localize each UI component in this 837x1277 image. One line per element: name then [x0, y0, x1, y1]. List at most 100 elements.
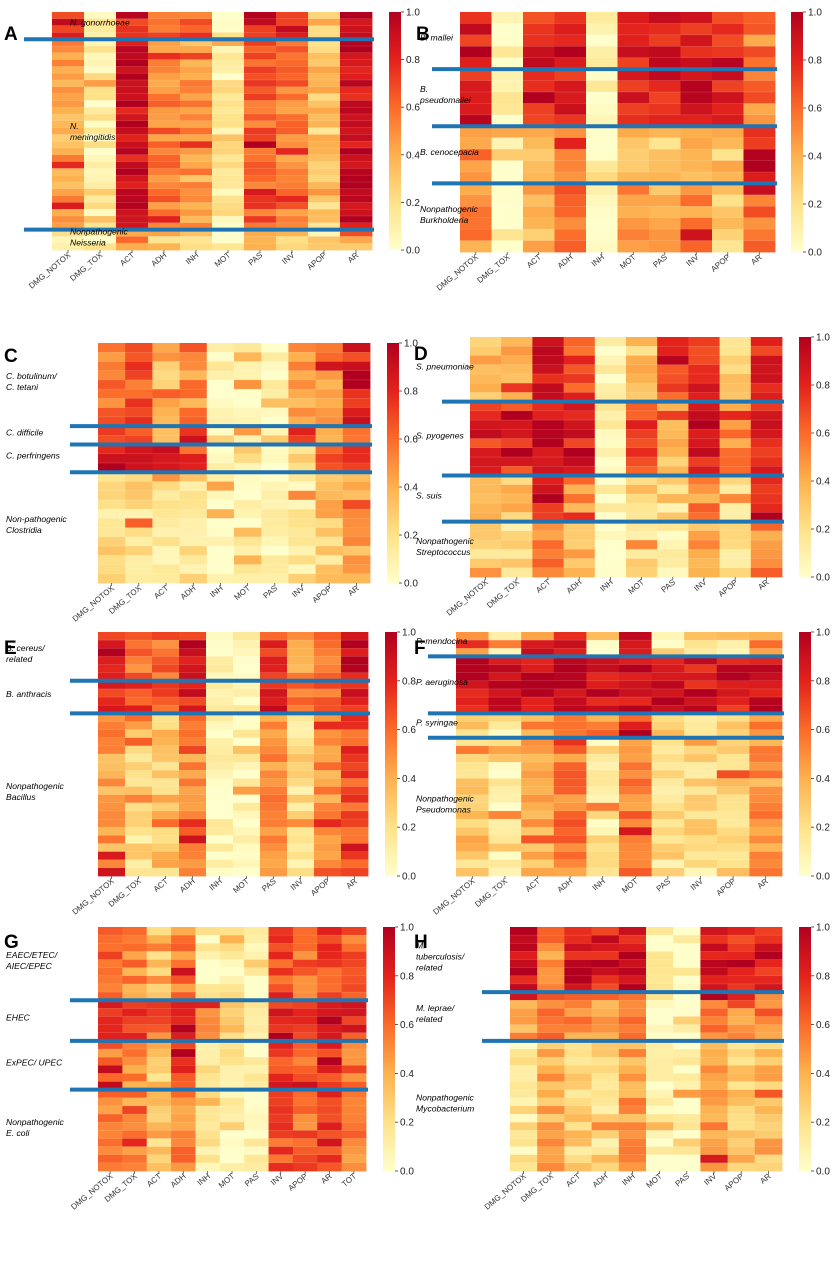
heatmap-cell: [148, 182, 181, 190]
heatmap-cell: [470, 364, 502, 375]
heatmap-cell: [684, 664, 718, 674]
heatmap-cell: [719, 549, 752, 559]
heatmap-cell: [680, 137, 713, 150]
heatmap-cell: [586, 762, 620, 771]
heatmap-cell: [148, 120, 181, 128]
heatmap-cell: [564, 1138, 592, 1147]
heatmap-cell: [317, 1105, 343, 1115]
heatmap-cell: [276, 243, 309, 251]
heatmap-cell: [314, 867, 342, 877]
heatmap-cell: [206, 737, 234, 747]
heatmap-cell: [116, 182, 149, 190]
heatmap-cell: [488, 835, 522, 844]
heatmap-cell: [649, 92, 681, 104]
heatmap-cell: [554, 137, 587, 150]
heatmap-cell: [657, 373, 689, 384]
heatmap-cell: [626, 383, 658, 393]
heatmap-cell: [619, 729, 652, 739]
heatmap-cell: [234, 546, 262, 556]
heatmap-cell: [84, 148, 117, 156]
heatmap-cell: [719, 355, 752, 366]
heatmap-cell: [591, 1016, 620, 1025]
heatmap-cell: [341, 851, 369, 861]
heatmap-cell: [554, 229, 587, 241]
heatmap-cell: [212, 120, 245, 128]
heatmap-cell: [491, 194, 524, 207]
heatmap-cell: [206, 762, 234, 771]
x-tick-label: APOP: [709, 253, 732, 274]
heatmap-cell: [206, 705, 234, 714]
heatmap-cell: [180, 154, 213, 162]
x-tick-label: AR: [756, 877, 770, 891]
heatmap-cell: [586, 754, 620, 763]
heatmap-cell: [563, 392, 596, 403]
heatmap-cell: [727, 927, 756, 936]
heatmap-cell: [98, 1049, 123, 1058]
heatmap-cell: [626, 484, 658, 495]
heatmap-cell: [523, 149, 555, 161]
heatmap-cell: [754, 967, 783, 977]
heatmap-cell: [261, 453, 289, 464]
heatmap-cell: [179, 527, 208, 538]
heatmap-cell: [754, 1040, 783, 1050]
heatmap-cell: [750, 355, 783, 366]
heatmap-cell: [276, 107, 309, 115]
heatmap-cell: [649, 69, 681, 81]
heatmap-cell: [594, 401, 627, 412]
heatmap-cell: [491, 103, 524, 116]
heatmap-cell: [292, 1162, 318, 1172]
heatmap-cell: [586, 680, 620, 690]
heatmap-cell: [523, 194, 555, 207]
heatmap-cell: [234, 481, 262, 492]
heatmap-cell: [288, 389, 316, 399]
heatmap-cell: [234, 407, 262, 418]
heatmap-cell: [712, 149, 744, 161]
heatmap-cell: [688, 466, 720, 476]
heatmap-cell: [657, 558, 689, 569]
heatmap-cell: [716, 778, 750, 787]
heatmap-cell: [341, 721, 369, 730]
heatmap-cell: [98, 1065, 123, 1074]
heatmap-cell: [618, 927, 647, 936]
heatmap-cell: [754, 951, 783, 960]
heatmap-cell: [754, 1097, 783, 1107]
heatmap-cell: [179, 632, 207, 641]
heatmap-cell: [261, 352, 289, 362]
heatmap-cell: [171, 975, 196, 985]
heatmap-cell: [292, 1097, 318, 1107]
x-tick-label: DMG_NOTOX: [71, 583, 117, 623]
heatmap-cell: [743, 23, 776, 36]
heatmap-cell: [688, 420, 720, 430]
heatmap-cell: [586, 640, 620, 649]
heatmap-cell: [750, 457, 783, 467]
heatmap-cell: [754, 1032, 783, 1042]
heatmap-cell: [125, 721, 153, 730]
heatmap-cell: [287, 632, 315, 641]
x-tick-label: APOP: [309, 877, 332, 898]
heatmap-cell: [171, 1097, 196, 1107]
heatmap-cell: [52, 120, 85, 128]
heatmap-cell: [179, 389, 208, 399]
heatmap-cell: [152, 555, 180, 565]
heatmap-cell: [594, 457, 627, 467]
heatmap-cell: [594, 530, 627, 541]
x-tick-label: DMG_NOTOX: [431, 876, 477, 916]
heatmap-cell: [719, 466, 752, 476]
heatmap-cell: [317, 1138, 343, 1147]
heatmap-cell: [308, 134, 341, 142]
heatmap-cell: [317, 967, 343, 977]
heatmap-cell: [288, 370, 316, 381]
heatmap-cell: [195, 1122, 221, 1131]
heatmap-cell: [743, 80, 776, 93]
heatmap-cell: [233, 688, 261, 698]
x-tick-label: INH: [184, 250, 201, 266]
heatmap-cell: [657, 493, 689, 504]
heatmap-cell: [244, 1040, 269, 1050]
heatmap-cell: [122, 1057, 148, 1066]
heatmap-cell: [122, 975, 148, 985]
heatmap-cell: [341, 1024, 367, 1034]
heatmap-cell: [591, 1154, 620, 1164]
heatmap-cell: [180, 216, 213, 224]
